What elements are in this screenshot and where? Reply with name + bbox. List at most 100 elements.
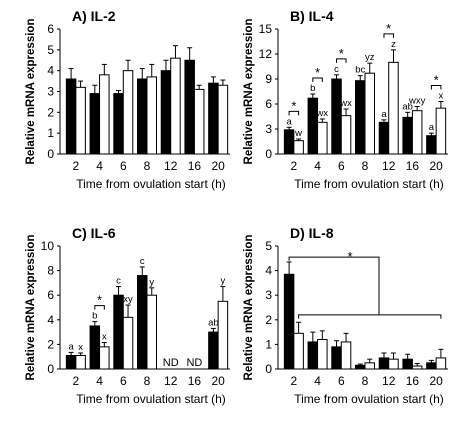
x-tick-label: 8 bbox=[362, 159, 369, 173]
y-tick-label: 0 bbox=[47, 362, 54, 376]
x-tick-label: 16 bbox=[406, 374, 420, 388]
bar bbox=[217, 84, 229, 155]
y-tick-label: 1 bbox=[47, 126, 54, 140]
significance-letter: x bbox=[102, 332, 107, 343]
x-tick-label: 20 bbox=[429, 159, 443, 173]
bar bbox=[378, 121, 390, 155]
bar bbox=[193, 88, 205, 155]
y-tick-label: 4 bbox=[47, 313, 54, 327]
significance-letter: x bbox=[439, 91, 444, 102]
bar bbox=[122, 316, 134, 370]
significance-star: * bbox=[291, 98, 296, 113]
x-tick-label: 6 bbox=[120, 159, 127, 173]
bar bbox=[146, 76, 157, 155]
significance-letter: c bbox=[140, 256, 145, 267]
y-axis-label: Relative mRNA expression bbox=[243, 235, 255, 381]
significance-letter: y bbox=[221, 276, 226, 287]
y-tick-label: 0 bbox=[47, 147, 54, 161]
x-tick-label: 12 bbox=[382, 374, 396, 388]
significance-letter: wx bbox=[339, 98, 352, 109]
bar bbox=[113, 93, 124, 155]
bar bbox=[89, 325, 101, 370]
bar bbox=[307, 341, 319, 370]
x-tick-label: 16 bbox=[406, 159, 420, 173]
y-tick-label: 1 bbox=[265, 337, 272, 351]
bar bbox=[293, 332, 304, 370]
bar bbox=[402, 116, 413, 155]
y-tick-label: 3 bbox=[47, 85, 54, 99]
x-tick-label: 8 bbox=[144, 159, 151, 173]
bar bbox=[99, 74, 110, 155]
significance-letter: wx bbox=[316, 108, 329, 119]
significance-letter: b bbox=[310, 83, 315, 94]
y-tick-label: 0 bbox=[265, 362, 272, 376]
bar bbox=[435, 107, 447, 155]
bar bbox=[340, 115, 352, 155]
bar bbox=[208, 82, 219, 155]
significance-letter: z bbox=[391, 39, 396, 50]
y-axis-label: Relative mRNA expression bbox=[25, 19, 37, 165]
significance-letter: a bbox=[286, 116, 292, 127]
significance-letter: ab bbox=[208, 317, 219, 328]
y-tick-label: 9 bbox=[265, 72, 272, 86]
bar bbox=[75, 86, 86, 155]
bar bbox=[137, 78, 148, 155]
significance-bracket bbox=[383, 33, 394, 38]
bar bbox=[388, 358, 399, 370]
bar bbox=[89, 93, 101, 155]
significance-star: * bbox=[97, 293, 102, 308]
x-tick-label: 16 bbox=[188, 374, 202, 388]
bar bbox=[160, 70, 172, 155]
significance-letter: c bbox=[116, 276, 121, 287]
bar bbox=[293, 140, 304, 155]
significance-letter: y bbox=[149, 277, 154, 288]
bar bbox=[65, 354, 77, 370]
x-tick-label: 8 bbox=[362, 374, 369, 388]
x-axis-label: Time from ovulation start (h) bbox=[294, 177, 444, 191]
bar bbox=[75, 354, 86, 370]
x-tick-label: 2 bbox=[73, 159, 80, 173]
bar bbox=[355, 364, 366, 370]
significance-letter: ab bbox=[402, 101, 413, 112]
x-tick-label: 12 bbox=[164, 374, 178, 388]
chart-title: D) IL-8 bbox=[290, 225, 334, 241]
significance-star: * bbox=[339, 46, 344, 61]
chart-title: A) IL-2 bbox=[72, 8, 116, 24]
bar bbox=[184, 59, 195, 155]
bar bbox=[317, 121, 328, 155]
bar bbox=[340, 341, 352, 370]
bar bbox=[411, 110, 423, 155]
x-tick-label: 2 bbox=[291, 159, 298, 173]
significance-letter: a bbox=[68, 341, 74, 352]
bar bbox=[435, 357, 447, 370]
group-bracket-lower bbox=[298, 314, 442, 319]
bar bbox=[208, 331, 219, 370]
x-tick-label: 16 bbox=[188, 159, 202, 173]
bar bbox=[402, 358, 413, 370]
x-tick-label: 8 bbox=[144, 374, 151, 388]
y-tick-label: 5 bbox=[265, 239, 272, 253]
y-tick-label: 6 bbox=[47, 288, 54, 302]
bar bbox=[137, 275, 148, 370]
bar bbox=[283, 129, 295, 155]
not-detected-label: ND bbox=[163, 357, 179, 369]
bar bbox=[122, 70, 134, 155]
significance-bracket bbox=[288, 110, 300, 116]
x-tick-label: 20 bbox=[429, 374, 443, 388]
chart-title: C) IL-6 bbox=[72, 225, 116, 241]
significance-star: * bbox=[386, 21, 391, 36]
y-tick-label: 5 bbox=[47, 43, 54, 57]
bar bbox=[99, 346, 110, 370]
bar bbox=[426, 362, 437, 370]
y-tick-label: 6 bbox=[47, 22, 54, 36]
x-tick-label: 4 bbox=[96, 159, 103, 173]
bar bbox=[426, 135, 437, 155]
bar bbox=[217, 300, 229, 370]
y-tick-label: 8 bbox=[47, 264, 54, 278]
bar bbox=[65, 78, 77, 155]
x-tick-label: 12 bbox=[382, 159, 396, 173]
group-bracket-upper bbox=[288, 256, 380, 315]
chart-panel-3: 0 2 4 6 8 10 2 4 6 8 12 16 20 C) IL-6 Time from ovulat… bbox=[25, 225, 230, 406]
